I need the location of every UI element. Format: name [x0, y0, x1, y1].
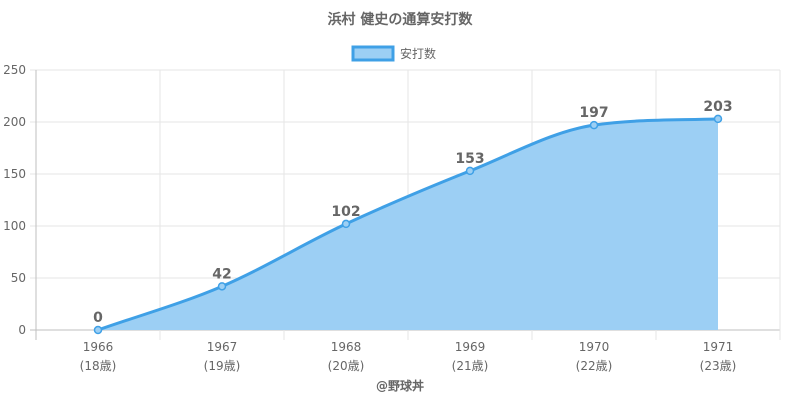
label-layer: 0 42 102 153 197 203: [93, 99, 732, 326]
data-label: 42: [212, 266, 231, 282]
data-point[interactable]: [93, 325, 103, 335]
data-label: 102: [331, 204, 360, 220]
area-layer: [97, 117, 719, 332]
legend[interactable]: 安打数: [351, 45, 436, 62]
credit-text: @野球丼: [376, 378, 424, 393]
y-tick-label: 50: [11, 271, 26, 285]
data-label: 153: [455, 151, 484, 167]
series-line: [97, 117, 719, 332]
x-tick-year: 1971: [703, 340, 734, 354]
x-tick-year: 1966: [83, 340, 114, 354]
data-point[interactable]: [341, 219, 351, 229]
x-tick-age: (23歳): [700, 359, 737, 373]
y-tick-label: 100: [3, 219, 26, 233]
x-tick-year: 1967: [207, 340, 238, 354]
x-tick-age: (21歳): [452, 359, 489, 373]
data-label: 0: [93, 310, 103, 326]
grid-layer: [30, 69, 781, 340]
series-area-fill: [98, 118, 718, 330]
data-label: 197: [579, 105, 608, 121]
x-tick-year: 1970: [579, 340, 610, 354]
legend-label-hits: 安打数: [400, 46, 436, 61]
axis-layer: 0 50 100 150 200 250 1966 (18歳) 1967 (19歳) 1968 (20…: [3, 63, 736, 373]
x-tick-age: (20歳): [328, 359, 365, 373]
data-point[interactable]: [217, 282, 227, 291]
x-tick-year: 1969: [455, 340, 486, 354]
x-tick-age: (22歳): [576, 359, 613, 373]
x-tick-year: 1968: [331, 340, 362, 354]
data-point[interactable]: [465, 166, 475, 176]
x-tick-age: (19歳): [204, 359, 241, 373]
y-tick-label: 150: [3, 167, 26, 181]
legend-swatch: [351, 45, 395, 62]
data-label: 203: [703, 99, 732, 115]
y-tick-label: 0: [18, 323, 26, 337]
y-tick-label: 200: [3, 115, 26, 129]
x-tick-age: (18歳): [80, 359, 117, 373]
chart-title: 浜村 健史の通算安打数: [328, 11, 474, 28]
data-point[interactable]: [589, 120, 599, 130]
point-layer: [93, 114, 723, 335]
data-point[interactable]: [713, 114, 723, 124]
y-tick-label: 250: [3, 63, 26, 77]
